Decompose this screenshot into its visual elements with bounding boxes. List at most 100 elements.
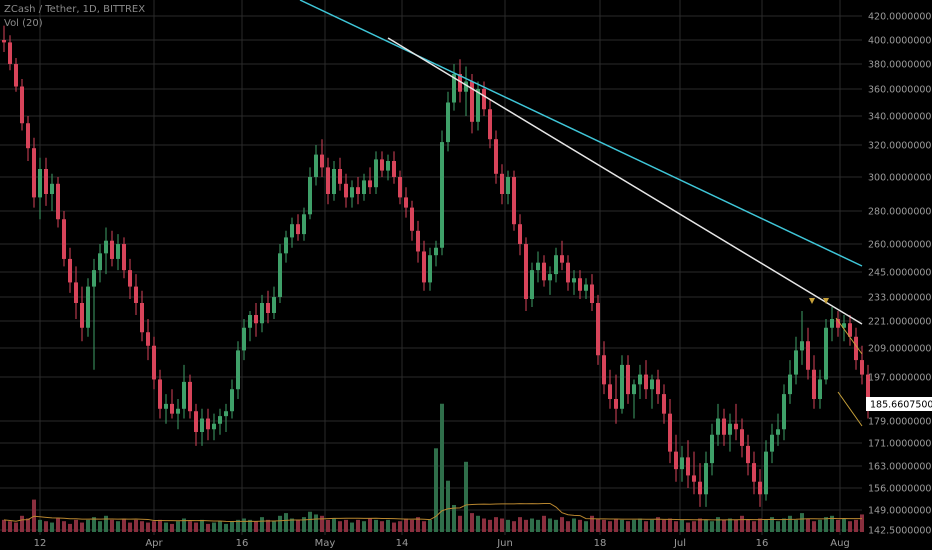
volume-bar bbox=[44, 521, 48, 532]
y-tick-label: 400.00000000 bbox=[868, 36, 932, 47]
marker-triangle bbox=[809, 298, 815, 304]
candle-body bbox=[410, 207, 414, 231]
volume-bar bbox=[194, 522, 198, 532]
candle-body bbox=[386, 161, 390, 171]
candle-body bbox=[350, 187, 354, 198]
volume-bar bbox=[128, 522, 132, 532]
candle-body bbox=[50, 183, 54, 194]
candle-body bbox=[290, 224, 294, 238]
volume-bar bbox=[836, 519, 840, 532]
volume-bar bbox=[380, 521, 384, 532]
wedge-line-lower bbox=[837, 391, 863, 427]
volume-bar bbox=[164, 522, 168, 532]
candle-body bbox=[38, 169, 42, 198]
candle-body bbox=[92, 270, 96, 287]
candle-body bbox=[632, 384, 636, 395]
volume-bar bbox=[80, 522, 84, 532]
volume-bar bbox=[782, 518, 786, 532]
candle-body bbox=[86, 286, 90, 328]
volume-bar bbox=[572, 518, 576, 532]
volume-bar bbox=[554, 519, 558, 532]
volume-bar bbox=[386, 519, 390, 532]
x-tick-label: Apr bbox=[145, 538, 163, 549]
volume-bar bbox=[722, 519, 726, 532]
volume-bar bbox=[8, 521, 12, 532]
y-tick-label: 171.00000000 bbox=[868, 439, 932, 450]
y-tick-label: 260.00000000 bbox=[868, 240, 932, 251]
volume-bar bbox=[242, 518, 246, 532]
candle-body bbox=[14, 64, 18, 87]
volume-bar bbox=[854, 519, 858, 532]
volume-bar bbox=[758, 518, 762, 532]
candle-body bbox=[710, 434, 714, 464]
volume-bar bbox=[500, 518, 504, 532]
candle-body bbox=[722, 418, 726, 435]
volume-bar bbox=[134, 519, 138, 532]
y-tick-label: 233.00000000 bbox=[868, 293, 932, 304]
volume-bar bbox=[62, 521, 66, 532]
candle-body bbox=[752, 463, 756, 482]
candle-body bbox=[230, 389, 234, 412]
candle-body bbox=[836, 319, 840, 328]
candle-body bbox=[536, 262, 540, 271]
candle-body bbox=[842, 323, 846, 328]
volume-bar bbox=[776, 521, 780, 532]
candle-body bbox=[794, 350, 798, 375]
candle-body bbox=[578, 278, 582, 291]
volume-bar bbox=[506, 519, 510, 532]
volume-bar bbox=[752, 521, 756, 532]
candle-body bbox=[650, 379, 654, 390]
volume-bar bbox=[824, 517, 828, 532]
volume-bar bbox=[446, 480, 450, 532]
candle-body bbox=[320, 154, 324, 168]
volume-bar bbox=[794, 519, 798, 532]
candle-body bbox=[404, 197, 408, 208]
volume-bar bbox=[692, 521, 696, 532]
volume-bar bbox=[218, 521, 222, 532]
x-tick-label: Jul bbox=[673, 538, 686, 549]
volume-bar bbox=[818, 519, 822, 532]
candle-body bbox=[818, 379, 822, 399]
volume-bar bbox=[326, 519, 330, 532]
candle-body bbox=[554, 255, 558, 275]
candle-body bbox=[602, 355, 606, 385]
x-tick-label: 16 bbox=[756, 538, 769, 549]
volume-bar bbox=[212, 522, 216, 532]
volume-bar bbox=[698, 518, 702, 532]
candle-body bbox=[62, 219, 66, 259]
candle-body bbox=[176, 408, 180, 414]
candle-body bbox=[494, 139, 498, 174]
candle-body bbox=[248, 315, 252, 328]
volume-bar bbox=[650, 519, 654, 532]
volume-bar bbox=[338, 521, 342, 532]
candle-body bbox=[812, 369, 816, 399]
candle-body bbox=[20, 86, 24, 124]
volume-bar bbox=[206, 523, 210, 532]
volume-bar bbox=[110, 519, 114, 532]
volume-bar bbox=[680, 519, 684, 532]
x-tick-label: 18 bbox=[594, 538, 607, 549]
volume-bar bbox=[14, 522, 18, 532]
volume-bar bbox=[248, 519, 252, 532]
candle-body bbox=[500, 173, 504, 194]
y-tick-label: 209.00000000 bbox=[868, 344, 932, 355]
marker-triangle bbox=[823, 298, 829, 304]
volume-bar bbox=[626, 521, 630, 532]
volume-bar bbox=[410, 519, 414, 532]
volume-bar bbox=[230, 521, 234, 532]
candle-body bbox=[566, 262, 570, 283]
candle-body bbox=[782, 394, 786, 430]
candle-body bbox=[734, 423, 738, 430]
volume-bar bbox=[26, 518, 30, 532]
volume-bar bbox=[158, 519, 162, 532]
volume-bar bbox=[674, 521, 678, 532]
volume-bar bbox=[278, 515, 282, 532]
candle-body bbox=[104, 240, 108, 254]
candle-body bbox=[596, 303, 600, 356]
candle-body bbox=[356, 187, 360, 194]
volume-bar bbox=[398, 521, 402, 532]
candle-body bbox=[470, 81, 474, 122]
y-tick-label: 163.00000000 bbox=[868, 462, 932, 473]
